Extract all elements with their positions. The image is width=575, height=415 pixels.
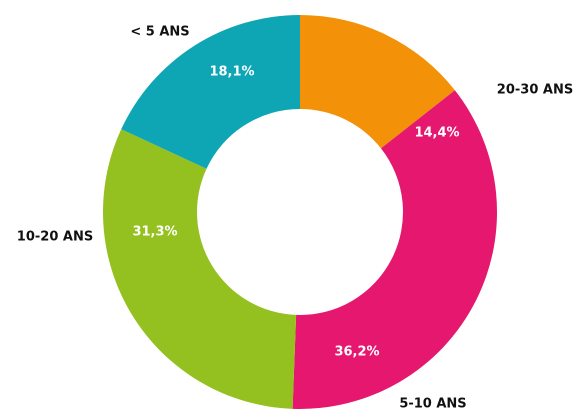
value-label: 36,2% [334, 345, 379, 360]
category-label: < 5 ANS [130, 25, 189, 40]
donut-segment [292, 90, 498, 410]
value-label: 14,4% [414, 126, 459, 141]
donut-segment [102, 129, 297, 409]
donut-segment [300, 15, 455, 149]
category-label: 10-20 ANS [17, 230, 93, 245]
value-label: 31,3% [132, 225, 177, 240]
value-label: 18,1% [209, 65, 254, 80]
donut-segment [121, 15, 300, 169]
category-label: 5-10 ANS [399, 397, 466, 412]
category-label: 20-30 ANS [497, 83, 573, 98]
